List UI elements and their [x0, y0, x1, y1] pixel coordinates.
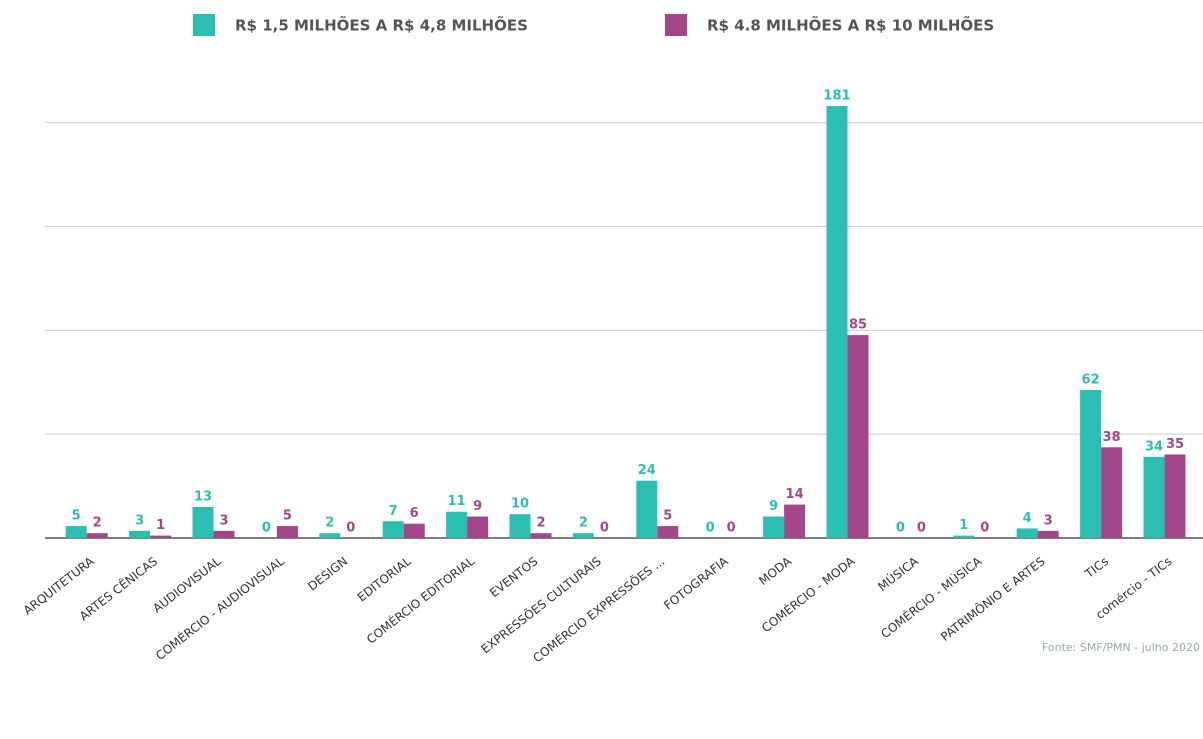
bar: [150, 535, 172, 538]
bar: [1016, 528, 1038, 538]
data-label: 6: [410, 506, 419, 521]
bar: [763, 516, 785, 538]
data-label: 1: [156, 518, 165, 533]
x-tick-label: FOTOGRAFIA: [661, 554, 731, 613]
data-label: 2: [536, 516, 545, 531]
data-label: 181: [823, 88, 850, 103]
x-tick-label: COMÉRCIO EDITORIAL: [363, 553, 477, 647]
data-label: 9: [769, 499, 778, 514]
bar: [213, 530, 235, 538]
bar: [403, 523, 425, 538]
x-tick-label: MÚSICA: [875, 553, 922, 594]
data-label: 2: [579, 516, 588, 531]
bar: [657, 526, 679, 538]
data-label: 62: [1082, 373, 1100, 388]
data-label: 35: [1166, 437, 1184, 452]
data-label: 5: [283, 509, 292, 524]
bar: [65, 526, 87, 538]
data-label: 1: [959, 518, 968, 533]
data-label: 2: [325, 516, 334, 531]
data-label: 4: [1023, 511, 1032, 526]
data-label: 0: [980, 521, 989, 536]
bar: [784, 504, 806, 538]
bar: [509, 514, 531, 538]
x-tick-label: TICs: [1082, 554, 1112, 581]
bar: [192, 506, 214, 538]
data-label: 11: [448, 494, 466, 509]
bar: [86, 533, 108, 538]
data-label: 24: [638, 463, 656, 478]
x-tick-label: COMÉRCIO EXPRESSÕES ...: [530, 553, 668, 665]
data-label: 0: [706, 521, 715, 536]
data-label: 7: [389, 504, 398, 519]
bar: [1164, 454, 1186, 538]
bar: [1080, 390, 1102, 538]
data-label: 10: [511, 497, 529, 512]
bar: [1101, 447, 1123, 538]
data-label: 0: [727, 521, 736, 536]
data-label: 3: [135, 513, 144, 528]
legend-label: R$ 4.8 MILHÕES A R$ 10 MILHÕES: [707, 16, 994, 35]
data-label: 38: [1103, 430, 1121, 445]
legend-swatch: [193, 14, 215, 36]
data-label: 0: [262, 521, 271, 536]
data-label: 5: [72, 509, 81, 524]
data-label: 0: [600, 521, 609, 536]
bar: [467, 516, 489, 538]
data-label: 14: [786, 487, 804, 502]
bar: [530, 533, 552, 538]
bar: [319, 533, 341, 538]
x-tick-label: DESIGN: [305, 554, 350, 594]
bar: [276, 526, 298, 538]
data-label: 0: [896, 521, 905, 536]
legend-label: R$ 1,5 MILHÕES A R$ 4,8 MILHÕES: [235, 16, 528, 35]
x-tick-label: EVENTOS: [487, 554, 540, 600]
bar: [1143, 456, 1165, 538]
data-label: 3: [219, 513, 228, 528]
bar: [1037, 530, 1059, 538]
data-label: 34: [1145, 439, 1163, 454]
bar: [636, 480, 658, 538]
bar: [953, 535, 975, 538]
bar: [446, 511, 468, 538]
bar: [382, 521, 404, 538]
source-note: Fonte: SMF/PMN - julho 2020: [1042, 641, 1200, 654]
legend-swatch: [665, 14, 687, 36]
data-label: 5: [663, 509, 672, 524]
data-label: 9: [473, 499, 482, 514]
bar: [847, 335, 869, 538]
data-label: 13: [194, 489, 212, 504]
x-tick-label: COMÉRCIO - AUDIOVISUAL: [152, 553, 287, 663]
data-label: 2: [93, 516, 102, 531]
data-label: 85: [849, 318, 867, 333]
x-tick-label: MODA: [756, 554, 794, 588]
x-tick-label: EXPRESSÕES CULTURAIS: [478, 553, 604, 656]
data-label: 3: [1044, 513, 1053, 528]
x-tick-label: COMÉRCIO - MÚSICA: [878, 553, 985, 641]
bar: [826, 105, 848, 538]
x-tick-label: EDITORIAL: [355, 554, 414, 605]
x-tick-label: PATRIMÔNIO E ARTES: [937, 553, 1047, 644]
bar: [129, 530, 151, 538]
bar: [572, 533, 594, 538]
data-label: 0: [346, 521, 355, 536]
data-label: 0: [917, 521, 926, 536]
